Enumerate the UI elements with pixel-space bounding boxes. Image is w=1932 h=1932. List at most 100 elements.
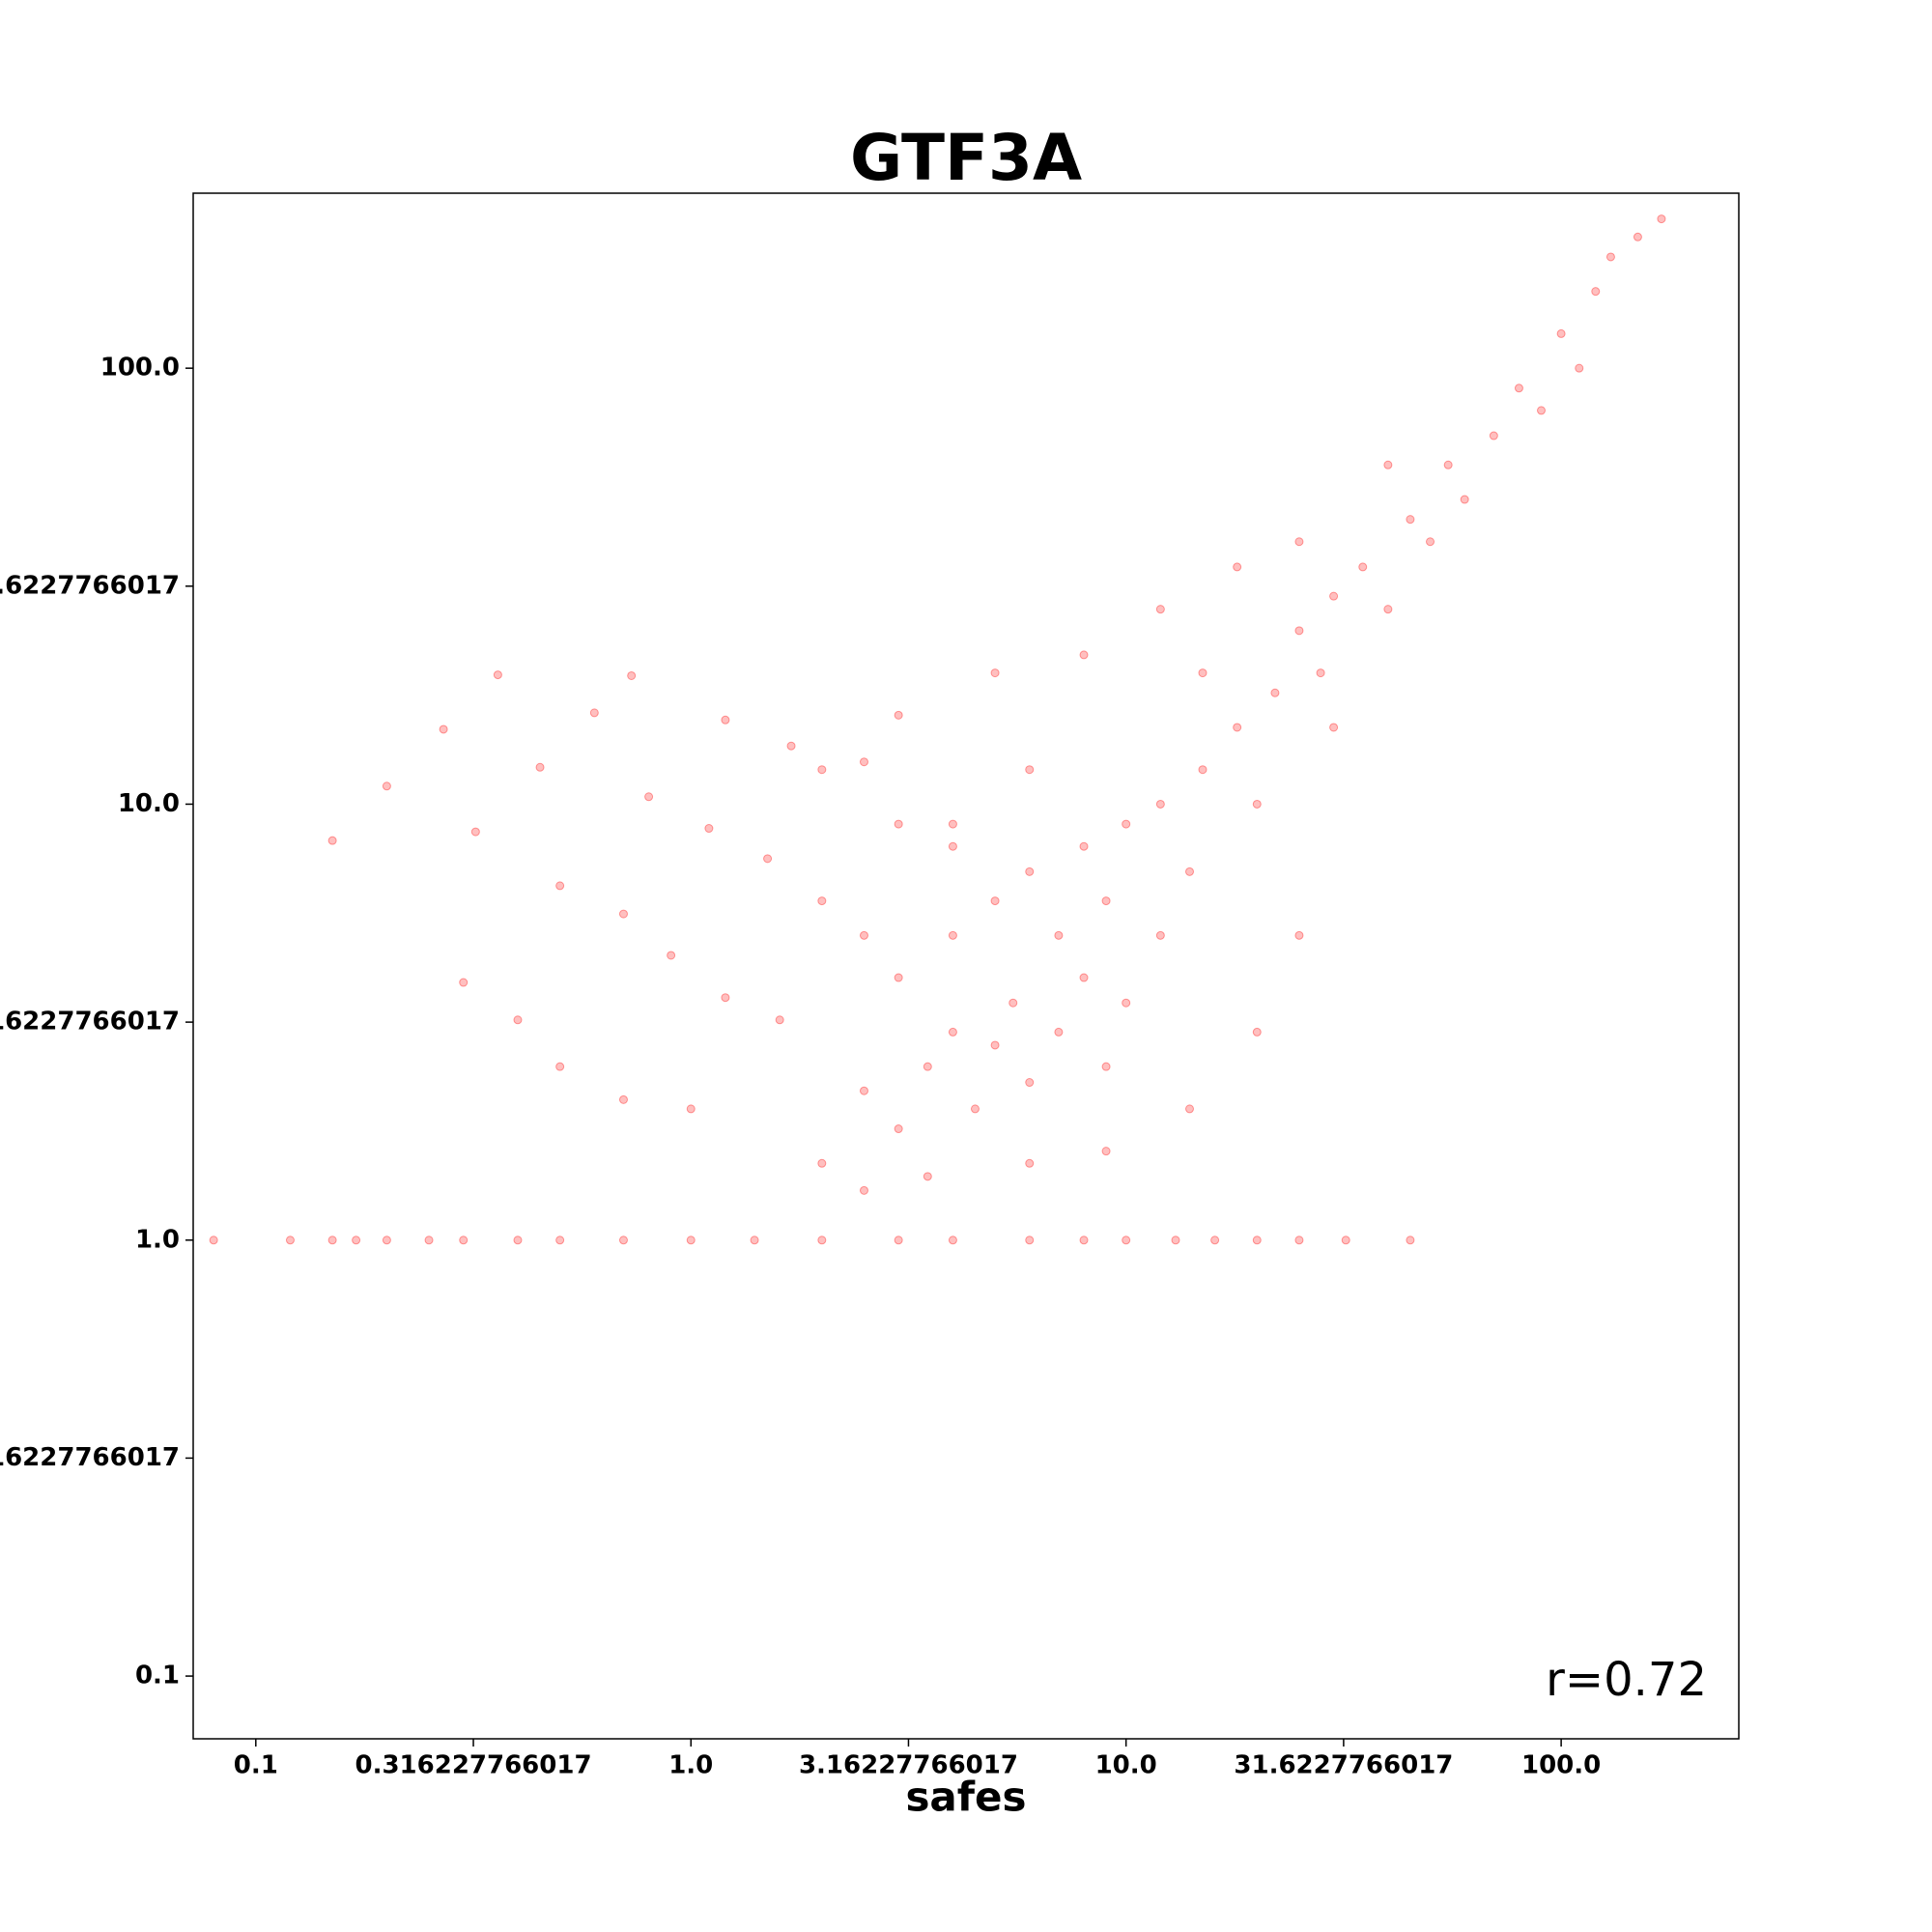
point (1171, 1236, 1180, 1245)
y-tick-label: 0.1 (135, 1662, 180, 1690)
point (1383, 460, 1393, 469)
point (1575, 363, 1584, 373)
point (894, 710, 903, 720)
point (859, 930, 868, 940)
point (459, 1236, 469, 1245)
point (439, 724, 448, 734)
point (493, 670, 502, 680)
point (555, 881, 565, 891)
point (1514, 384, 1523, 393)
point (1184, 867, 1194, 876)
point (1025, 1236, 1035, 1245)
point (1341, 1236, 1350, 1245)
point (1233, 562, 1242, 572)
point (1294, 626, 1304, 636)
point (1633, 232, 1642, 242)
point (618, 1236, 628, 1245)
point (1233, 723, 1242, 732)
point (817, 1236, 827, 1245)
point (1329, 591, 1339, 601)
point (1025, 765, 1035, 775)
point (1460, 495, 1469, 504)
point (1537, 406, 1547, 415)
point (990, 1040, 1000, 1050)
point (1122, 819, 1131, 829)
point (948, 930, 957, 940)
x-tick-label: 100.0 (1521, 1751, 1601, 1780)
point (1079, 841, 1089, 851)
point (1605, 252, 1615, 262)
point (817, 765, 827, 775)
point (555, 1236, 565, 1245)
point (817, 896, 827, 906)
point (1155, 799, 1165, 809)
point (459, 978, 469, 987)
point (1079, 973, 1089, 982)
point (948, 841, 957, 851)
point (948, 1236, 957, 1245)
point (470, 827, 480, 837)
point (1079, 1236, 1089, 1245)
point (948, 819, 957, 829)
point (894, 1124, 903, 1134)
point (555, 1062, 565, 1071)
point (990, 896, 1000, 906)
point (1383, 605, 1393, 614)
point (1556, 328, 1566, 338)
point (894, 1236, 903, 1245)
point (209, 1236, 218, 1245)
point (1155, 605, 1165, 614)
point (970, 1104, 980, 1114)
plot-frame (192, 192, 1740, 1740)
point (1198, 668, 1208, 678)
point (923, 1172, 932, 1181)
point (859, 1185, 868, 1195)
point (627, 670, 637, 680)
point (763, 854, 773, 864)
point (1426, 537, 1435, 547)
x-tick-label: 1.0 (668, 1751, 713, 1780)
point (513, 1236, 523, 1245)
point (382, 1236, 391, 1245)
point (750, 1236, 759, 1245)
point (1198, 765, 1208, 775)
point (686, 1236, 696, 1245)
point (513, 1015, 523, 1025)
chart-title: GTF3A (850, 121, 1082, 195)
point (1657, 214, 1666, 224)
annotation: r=0.72 (1546, 1653, 1707, 1707)
point (327, 1236, 337, 1245)
point (817, 1158, 827, 1168)
point (589, 708, 599, 718)
point (1406, 515, 1415, 525)
point (618, 909, 628, 919)
point (644, 792, 654, 802)
y-tick-label: 1.0 (135, 1225, 180, 1254)
point (1358, 562, 1368, 572)
point (923, 1062, 932, 1071)
x-tick-label: 10.0 (1095, 1751, 1157, 1780)
point (1294, 1236, 1304, 1245)
x-tick-label: 31.6227766017 (1234, 1751, 1453, 1780)
point (1122, 998, 1131, 1008)
point (1489, 431, 1498, 440)
y-tick-label: 100.0 (100, 354, 180, 383)
point (721, 715, 730, 724)
point (1270, 688, 1280, 697)
point (1025, 1078, 1035, 1088)
point (859, 1086, 868, 1095)
point (786, 741, 796, 751)
x-axis-label: safes (905, 1774, 1026, 1821)
point (327, 836, 337, 845)
point (1210, 1236, 1220, 1245)
point (352, 1236, 361, 1245)
y-tick-label: 0.316227766017 (0, 1443, 180, 1472)
x-tick-label: 0.1 (234, 1751, 278, 1780)
point (667, 951, 676, 960)
y-tick-label: 3.16227766017 (0, 1008, 180, 1037)
point (285, 1236, 295, 1245)
point (686, 1104, 696, 1114)
point (721, 993, 730, 1003)
